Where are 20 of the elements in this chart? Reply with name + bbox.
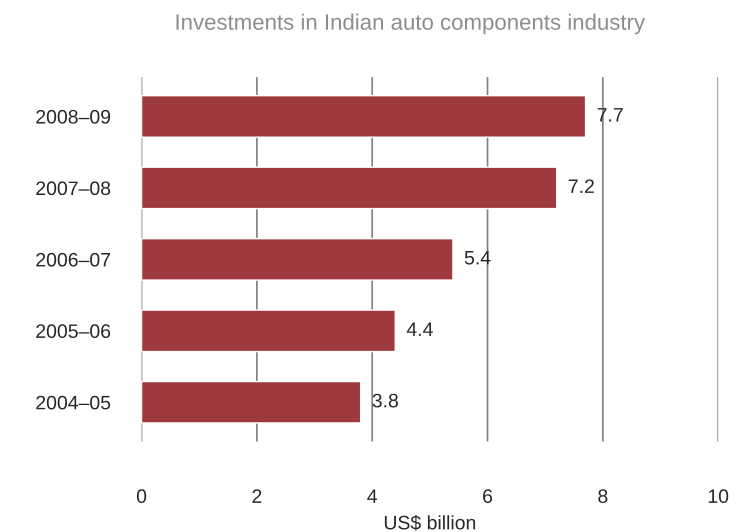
bar — [142, 95, 586, 138]
bar — [142, 309, 396, 352]
x-tick-label: 2 — [252, 489, 262, 503]
y-tick-label: 2005–06 — [36, 324, 110, 338]
data-label: 4.4 — [406, 322, 433, 336]
x-tick-label: 0 — [136, 489, 146, 504]
y-tick-label: 2004–05 — [36, 396, 110, 410]
y-tick-label: 2008–09 — [36, 110, 110, 124]
data-label: 7.2 — [568, 179, 594, 193]
x-tick-label: 10 — [708, 489, 728, 504]
x-axis-title: US$ billion — [384, 514, 476, 531]
y-tick-label: 2006–07 — [36, 252, 110, 267]
bar — [142, 238, 454, 281]
x-tick-label: 6 — [483, 489, 492, 504]
x-tick-label: 8 — [598, 489, 608, 504]
bar — [142, 380, 362, 424]
bar — [142, 166, 558, 210]
x-tick-label: 4 — [367, 489, 378, 503]
chart-title: Investments in Indian auto components industry — [176, 14, 646, 34]
y-tick-label: 2007–08 — [36, 181, 110, 196]
